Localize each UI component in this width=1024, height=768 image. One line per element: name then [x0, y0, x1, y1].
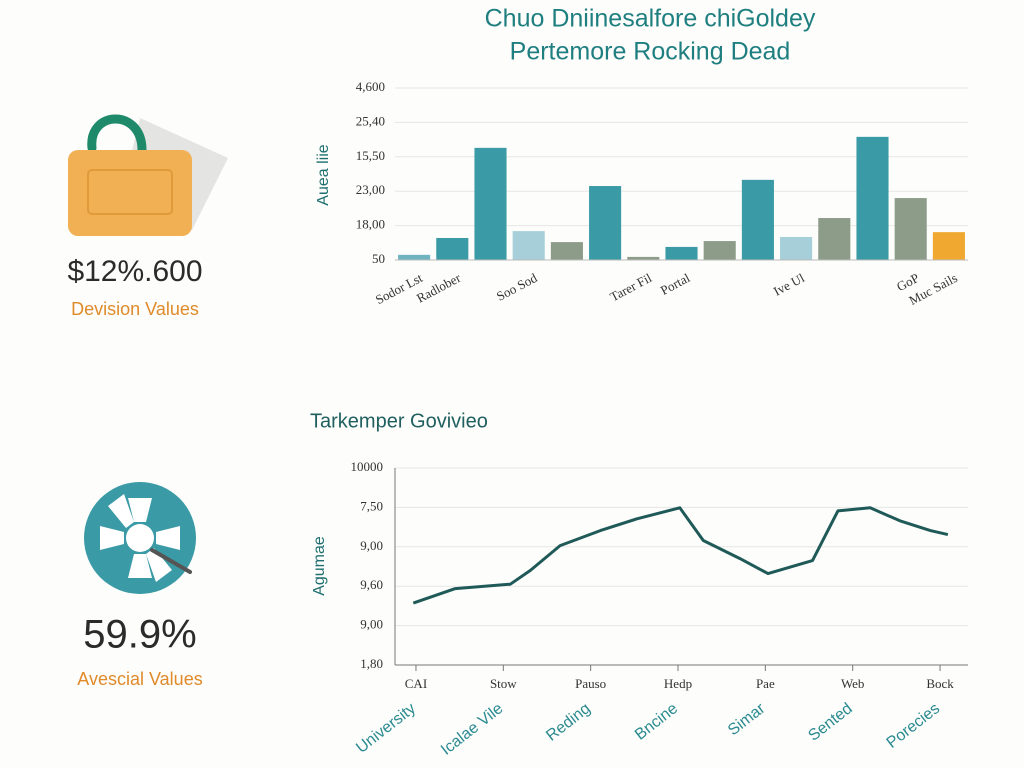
bar [818, 218, 851, 260]
y-axis-label: Agumae [311, 536, 328, 596]
wheel-icon [84, 482, 196, 594]
bar [436, 237, 469, 260]
bar [856, 136, 889, 260]
chart-subtitle: Pertemore Rocking Dead [510, 38, 791, 66]
kpi-label: Avescial Values [77, 669, 202, 689]
x-tick-label: Web [841, 676, 865, 691]
y-tick-label: 9,60 [360, 577, 383, 592]
bar [550, 242, 583, 260]
line [412, 506, 949, 605]
bar [665, 246, 698, 260]
y-tick-label: 9,00 [360, 617, 383, 632]
bar [474, 147, 507, 260]
y-tick-label: 15,50 [356, 148, 385, 163]
y-tick-label: 4,600 [356, 79, 385, 94]
chart-title: Tarkemper Govivieo [310, 410, 488, 432]
y-tick-label: 9,00 [360, 538, 383, 553]
y-tick-label: 10000 [351, 459, 384, 474]
y-tick-label: 7,50 [360, 498, 383, 513]
bar [703, 241, 736, 260]
y-tick-label: 50 [372, 251, 385, 266]
bar [780, 236, 813, 260]
y-axis-label: Auea liie [315, 144, 332, 205]
x-tick-label: CAI [405, 676, 427, 691]
chart-title: Chuo Dniinesalfore chiGoldey [485, 5, 816, 33]
bar [589, 186, 622, 260]
y-tick-label: 1,80 [360, 656, 383, 671]
x-tick-label: Hedp [664, 676, 692, 691]
x-tick-label: Pauso [575, 676, 606, 691]
y-tick-label: 25,40 [356, 113, 385, 128]
bar [894, 198, 927, 260]
bar [627, 256, 660, 260]
x-tick-label: Pae [756, 676, 775, 691]
y-tick-label: 18,00 [356, 217, 385, 232]
card-icon [68, 114, 228, 236]
bar [398, 254, 431, 260]
bar [512, 231, 545, 260]
bar [741, 179, 774, 260]
kpi-value: $12%.600 [67, 255, 202, 288]
y-tick-label: 23,00 [356, 182, 385, 197]
kpi-label: Devision Values [71, 299, 199, 319]
x-tick-label: Bock [926, 676, 954, 691]
x-tick-label: Stow [490, 676, 517, 691]
bar [932, 232, 965, 260]
kpi-value: 59.9% [83, 613, 196, 657]
